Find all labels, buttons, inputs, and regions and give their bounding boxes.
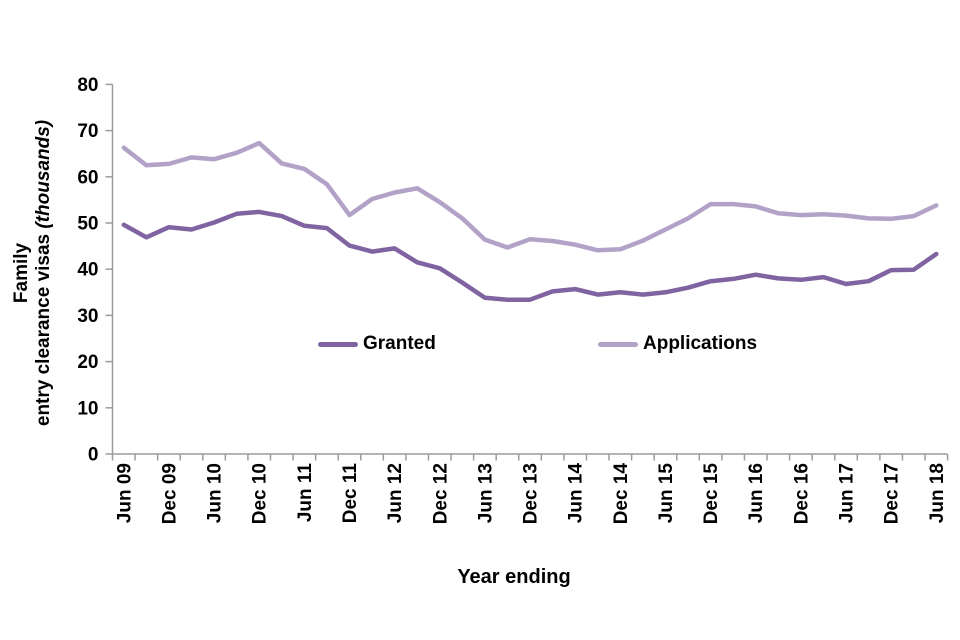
y-tick-label: 20	[77, 352, 98, 373]
x-tick-label: Dec 13	[521, 463, 542, 524]
y-axis-title-units: (thousands)	[33, 119, 54, 229]
x-axis-title: Year ending	[457, 566, 571, 588]
x-tick-label: Dec 11	[340, 463, 361, 524]
x-tick-label: Jun 09	[114, 463, 135, 523]
y-tick-label: 10	[77, 398, 98, 419]
y-tick-label: 30	[77, 306, 98, 327]
x-tick-label: Jun 15	[656, 463, 677, 524]
y-tick-label: 70	[77, 121, 98, 142]
x-tick-label: Dec 16	[791, 463, 812, 524]
legend-item-applications: Applications	[598, 333, 758, 354]
x-tick-label: Jun 17	[837, 463, 858, 523]
x-tick-label: Jun 16	[746, 463, 767, 523]
y-tick-label: 50	[77, 214, 98, 235]
x-tick-label: Jun 12	[385, 463, 406, 523]
applications-line-swatch	[598, 341, 638, 347]
y-tick-label: 0	[88, 445, 99, 466]
y-axis-title-line2: entry clearance visas (thousands)	[33, 119, 54, 427]
y-tick-label: 40	[77, 260, 98, 281]
legend-label-granted: Granted	[363, 333, 436, 354]
x-tick-label: Dec 12	[430, 463, 451, 524]
y-tick-label: 80	[77, 75, 98, 96]
x-tick-label: Dec 10	[250, 463, 271, 524]
legend-item-granted: Granted	[318, 333, 436, 354]
x-tick-label: Dec 17	[882, 463, 903, 524]
x-tick-label: Jun 11	[295, 463, 316, 523]
x-tick-label: Jun 14	[566, 463, 587, 524]
y-axis-title-line1: Family	[11, 242, 32, 304]
legend-label-applications: Applications	[643, 333, 758, 354]
y-tick-label: 60	[77, 167, 98, 188]
x-tick-label: Jun 10	[205, 463, 226, 523]
x-tick-label: Dec 15	[701, 463, 722, 525]
x-tick-label: Jun 13	[475, 463, 496, 523]
x-tick-label: Jun 18	[927, 463, 948, 523]
granted-line-swatch	[318, 341, 358, 347]
x-tick-label: Dec 09	[159, 463, 180, 524]
x-tick-label: Dec 14	[611, 463, 632, 525]
series-line-applications	[121, 140, 939, 253]
series-line-granted	[121, 209, 939, 302]
y-axis-title: Family entry clearance visas (thousands)	[11, 120, 55, 426]
